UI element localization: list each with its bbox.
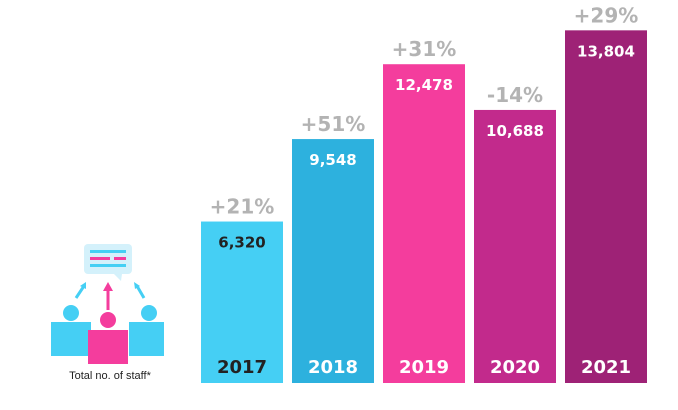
change-label: -14% [487,83,543,107]
year-label: 2017 [217,357,267,378]
value-label: 12,478 [395,76,453,94]
year-label: 2021 [581,357,631,378]
staff-group-icon [51,244,164,364]
bar-2019 [383,64,465,383]
bar-2018 [292,139,374,383]
bar-2020 [474,109,556,383]
value-label: 10,688 [486,122,544,140]
value-label: 13,804 [577,42,635,60]
bar-2021 [565,30,647,384]
change-label: +31% [392,37,457,61]
chart-caption: Total no. of staff* [69,370,151,382]
value-label: 6,320 [218,234,265,252]
bar-2017 [201,221,283,383]
change-label: +29% [574,3,639,27]
year-label: 2019 [399,357,449,378]
value-label: 9,548 [309,151,356,169]
year-label: 2020 [490,357,540,378]
year-label: 2018 [308,357,358,378]
change-label: +51% [301,112,366,136]
change-label: +21% [210,195,275,219]
